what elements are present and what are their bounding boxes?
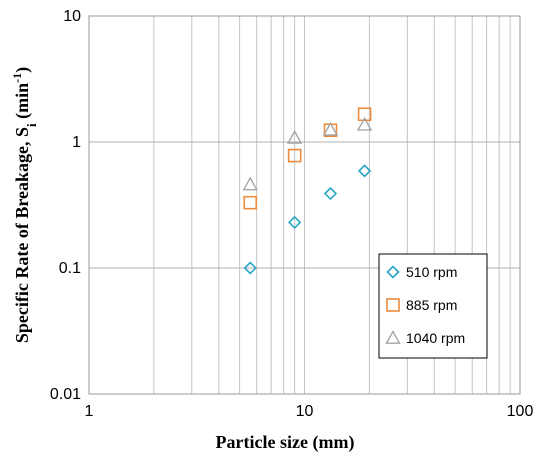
data-point-triangle	[356, 116, 373, 131]
legend-label: 510 rpm	[406, 264, 457, 280]
data-point-diamond	[288, 215, 302, 230]
y-axis-title-subscript: i	[24, 123, 39, 127]
y-axis-title-unit-close: )	[12, 67, 33, 73]
legend-marker-triangle	[385, 330, 401, 344]
data-point-diamond	[243, 261, 257, 275]
y-axis-title-unit-exponent: -1	[10, 73, 24, 83]
data-point-diamond	[357, 164, 372, 178]
x-tick-label: 10	[296, 403, 314, 420]
y-tick-label: 1	[72, 134, 81, 151]
legend-marker-square	[386, 298, 400, 312]
legend-label: 885 rpm	[406, 297, 457, 313]
y-axis-title-unit: (min	[12, 83, 33, 124]
plot-area-border	[88, 15, 521, 395]
data-point-diamond	[323, 186, 338, 201]
legend-items: 510 rpm 885 rpm 1040 rpm	[385, 264, 465, 346]
x-tick-label: 100	[507, 403, 534, 420]
legend-label: 1040 rpm	[406, 330, 465, 346]
data-point-triangle	[322, 121, 339, 136]
data-point-square	[243, 195, 258, 210]
legend-marker-diamond	[386, 265, 400, 279]
data-point-square	[357, 107, 372, 122]
x-axis-title: Particle size (mm)	[216, 432, 355, 453]
y-tick-label: 0.01	[50, 386, 81, 403]
y-axis-title: Specific Rate of Breakage, Si (min-1)	[10, 67, 39, 343]
data-point-triangle	[286, 129, 303, 144]
data-point-square	[287, 148, 302, 163]
data-markers	[242, 107, 373, 275]
y-tick-label: 0.1	[59, 260, 81, 277]
tick-labels: 1 10 100 10 1 0.1 0.01	[50, 8, 534, 420]
y-axis-title-main: Specific Rate of Breakage, S	[12, 127, 32, 343]
x-tick-label: 1	[85, 403, 94, 420]
data-point-triangle	[242, 176, 258, 191]
y-tick-label: 10	[63, 8, 81, 25]
legend: 510 rpm 885 rpm 1040 rpm	[378, 253, 488, 359]
